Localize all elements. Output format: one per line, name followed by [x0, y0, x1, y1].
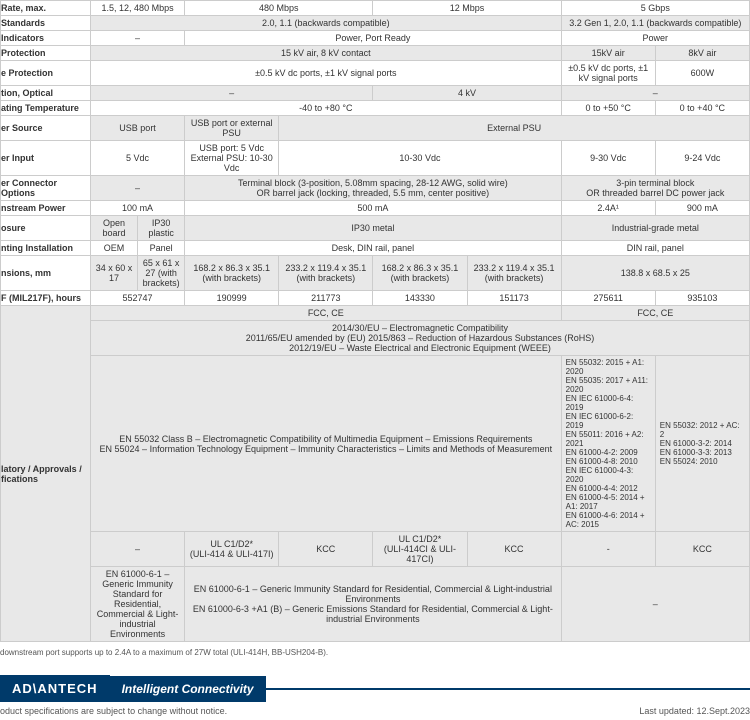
cell: 1.5, 12, 480 Mbps [91, 1, 185, 16]
cell: 168.2 x 86.3 x 35.1 (with brackets) [185, 256, 279, 291]
cell: 168.2 x 86.3 x 35.1 (with brackets) [373, 256, 467, 291]
cell: EN 61000-6-1 – Generic Immunity Standard… [185, 567, 562, 642]
cell: – [91, 31, 185, 46]
row-label: nting Installation [1, 241, 91, 256]
cell: 8kV air [655, 46, 749, 61]
cell: UL C1/D2* (ULI-414 & ULI-417I) [185, 532, 279, 567]
footer-meta: oduct specifications are subject to chan… [0, 702, 750, 720]
cell: Desk, DIN rail, panel [185, 241, 562, 256]
cell: - [561, 532, 655, 567]
cell: Open board [91, 216, 138, 241]
row-label: e Protection [1, 61, 91, 86]
cell: KCC [467, 532, 561, 567]
row-label: osure [1, 216, 91, 241]
cell: EN 55032 Class B – Electromagnetic Compa… [91, 356, 562, 532]
row-label: Protection [1, 46, 91, 61]
cell: – [561, 567, 749, 642]
cell: DIN rail, panel [561, 241, 749, 256]
last-updated: Last updated: 12.Sept.2023 [639, 706, 750, 716]
row-label: er Source [1, 116, 91, 141]
cell: Panel [138, 241, 185, 256]
cell: IP30 plastic [138, 216, 185, 241]
cell: KCC [279, 532, 373, 567]
cell: UL C1/D2* (ULI-414CI & ULI-417CI) [373, 532, 467, 567]
cell: -40 to +80 °C [91, 101, 562, 116]
cell: 9-30 Vdc [561, 141, 655, 176]
cell: USB port: 5 Vdc External PSU: 10-30 Vdc [185, 141, 279, 176]
cell: 15kV air [561, 46, 655, 61]
row-label: ating Temperature [1, 101, 91, 116]
cell: 3.2 Gen 1, 2.0, 1.1 (backwards compatibl… [561, 16, 749, 31]
cell: EN 61000-6-1 – Generic Immunity Standard… [91, 567, 185, 642]
cell: 0 to +40 °C [655, 101, 749, 116]
row-label-regulatory: latory / Approvals / fications [1, 306, 91, 642]
cell: 12 Mbps [373, 1, 561, 16]
cell: 4 kV [373, 86, 561, 101]
cell: 900 mA [655, 201, 749, 216]
brand-logo: AD\ANTECH [0, 675, 110, 702]
cell: – [91, 176, 185, 201]
row-label: Indicators [1, 31, 91, 46]
cell: ±0.5 kV dc ports, ±1 kV signal ports [561, 61, 655, 86]
cell: Power [561, 31, 749, 46]
cell: OEM [91, 241, 138, 256]
cell: USB port [91, 116, 185, 141]
footnote: downstream port supports up to 2.4A to a… [0, 642, 750, 667]
cell: 143330 [373, 291, 467, 306]
cell: 3-pin terminal block OR threaded barrel … [561, 176, 749, 201]
cell: 138.8 x 68.5 x 25 [561, 256, 749, 291]
cell: Industrial-grade metal [561, 216, 749, 241]
cell: 100 mA [91, 201, 185, 216]
cell: – [91, 86, 373, 101]
cell: 0 to +50 °C [561, 101, 655, 116]
row-label: F (MIL217F), hours [1, 291, 91, 306]
row-label: Standards [1, 16, 91, 31]
row-label: er Connector Options [1, 176, 91, 201]
disclaimer: oduct specifications are subject to chan… [0, 706, 227, 716]
cell: EN 55032: 2015 + A1: 2020 EN 55035: 2017… [561, 356, 655, 532]
cell: EN 55032: 2012 + AC: 2 EN 61000-3-2: 201… [655, 356, 749, 532]
spec-table: Rate, max.1.5, 12, 480 Mbps480 Mbps12 Mb… [0, 0, 750, 642]
row-label: nsions, mm [1, 256, 91, 291]
cell: FCC, CE [91, 306, 562, 321]
tagline: Intelligent Connectivity [110, 676, 266, 702]
row-label: nstream Power [1, 201, 91, 216]
cell: 151173 [467, 291, 561, 306]
cell: 5 Gbps [561, 1, 749, 16]
cell: 500 mA [185, 201, 562, 216]
row-label: Rate, max. [1, 1, 91, 16]
cell: External PSU [279, 116, 750, 141]
cell: 2.0, 1.1 (backwards compatible) [91, 16, 562, 31]
cell: 233.2 x 119.4 x 35.1 (with brackets) [467, 256, 561, 291]
cell: KCC [655, 532, 749, 567]
cell: 211773 [279, 291, 373, 306]
row-label: er Input [1, 141, 91, 176]
cell: 2014/30/EU – Electromagnetic Compatibili… [91, 321, 750, 356]
row-label: tion, Optical [1, 86, 91, 101]
cell: – [91, 532, 185, 567]
cell: ±0.5 kV dc ports, ±1 kV signal ports [91, 61, 562, 86]
cell: 65 x 61 x 27 (with brackets) [138, 256, 185, 291]
cell: 480 Mbps [185, 1, 373, 16]
cell: 552747 [91, 291, 185, 306]
cell: 34 x 60 x 17 [91, 256, 138, 291]
cell: 10-30 Vdc [279, 141, 561, 176]
cell: 5 Vdc [91, 141, 185, 176]
cell: 2.4A¹ [561, 201, 655, 216]
footer-bar: AD\ANTECH Intelligent Connectivity [0, 675, 750, 702]
cell: USB port or external PSU [185, 116, 279, 141]
cell: 275611 [561, 291, 655, 306]
cell: 935103 [655, 291, 749, 306]
bar-line [266, 688, 750, 690]
cell: FCC, CE [561, 306, 749, 321]
cell: 15 kV air, 8 kV contact [91, 46, 562, 61]
cell: 9-24 Vdc [655, 141, 749, 176]
cell: Terminal block (3-position, 5.08mm spaci… [185, 176, 562, 201]
cell: 600W [655, 61, 749, 86]
cell: – [561, 86, 749, 101]
cell: 190999 [185, 291, 279, 306]
cell: Power, Port Ready [185, 31, 562, 46]
cell: IP30 metal [185, 216, 562, 241]
cell: 233.2 x 119.4 x 35.1 (with brackets) [279, 256, 373, 291]
